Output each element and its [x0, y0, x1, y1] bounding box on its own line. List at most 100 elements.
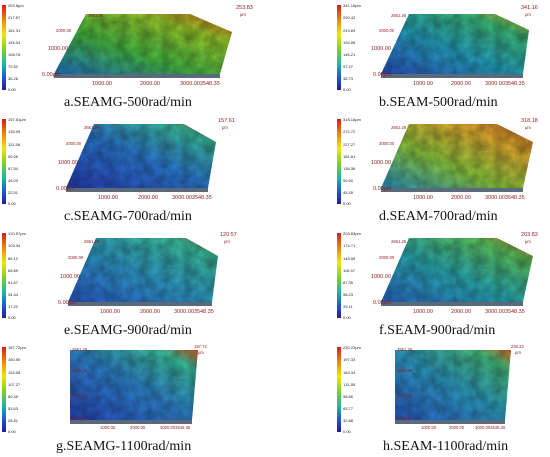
- axis-label: 1000.00: [413, 81, 433, 87]
- axis-label: 2000.00: [72, 368, 88, 373]
- scale-tick: 160.90: [8, 357, 21, 362]
- scale-tick: 86.12: [8, 256, 19, 261]
- axis-label: 3000.003548.35: [475, 425, 506, 430]
- scale-tick: 51.67: [8, 280, 19, 285]
- scale-tick: 45.45: [343, 190, 354, 195]
- axis-label: 2000.00: [451, 309, 471, 315]
- axis-label: 1000.00: [371, 160, 391, 166]
- scale-tick: 97.47: [343, 64, 354, 69]
- panel-h: 230.22μm 197.33 164.44 131.55 98.66 65.7…: [275, 342, 550, 457]
- panel-d: 318.18μm 272.72 227.27 181.81 136.36 90.…: [275, 114, 550, 228]
- scale-tick: 135.09: [8, 129, 21, 134]
- axis-label: 203.83: [521, 232, 538, 238]
- axis-label: 1000.00: [48, 46, 68, 52]
- scale-tick: 203.83μm: [343, 231, 361, 236]
- surface-map: [381, 14, 529, 78]
- color-scale-bar: [2, 5, 6, 90]
- scale-tick: 145.04: [8, 40, 21, 45]
- axis-label: 3000.003548.35: [174, 309, 214, 315]
- axis-label: 3000.003548.35: [160, 425, 191, 430]
- panel-caption: g.SEAMG-1100rad/min: [56, 439, 192, 454]
- scale-tick: 107.27: [8, 382, 21, 387]
- panel-g: 187.72μm 160.90 134.08 107.27 80.45 53.6…: [0, 342, 275, 457]
- axis-label: 2000.00: [138, 195, 158, 201]
- axis-label: 2000.00: [397, 368, 413, 373]
- scale-tick: 194.95: [343, 40, 356, 45]
- axis-label: 1000.00: [58, 160, 78, 166]
- panel-e: 120.57μm 103.34 86.12 68.89 51.67 34.44 …: [0, 228, 275, 342]
- panel-f: 203.83μm 174.71 145.59 116.47 87.35 58.2…: [275, 228, 550, 342]
- axis-label: μm: [224, 239, 230, 244]
- surface-map: [54, 14, 232, 78]
- axis-label: μm: [525, 239, 531, 244]
- axis-label: 2000.00: [56, 28, 72, 33]
- axis-label: 3000.003548.35: [485, 81, 525, 87]
- scale-tick: 72.52: [8, 64, 19, 69]
- scale-tick: 36.26: [8, 76, 19, 81]
- scale-tick: 53.63: [8, 406, 19, 411]
- scale-tick: 164.44: [343, 370, 356, 375]
- scale-tick: 48.73: [343, 76, 354, 81]
- scale-tick: 0.00: [343, 429, 351, 434]
- scale-tick: 131.55: [343, 382, 356, 387]
- scale-tick: 87.35: [343, 280, 354, 285]
- axis-label: 318.18: [521, 118, 538, 124]
- panel-caption: a.SEAMG-500rad/min: [64, 95, 192, 110]
- axis-label: 2661.26: [84, 239, 100, 244]
- scale-tick: 0.00: [8, 429, 16, 434]
- surface-map: [68, 238, 218, 306]
- axis-label: μm: [525, 12, 531, 17]
- axis-label: 2000.00: [130, 425, 146, 430]
- axis-label: 2000.00: [68, 255, 84, 260]
- panel-caption: h.SEAM-1100rad/min: [383, 439, 509, 454]
- axis-label: μm: [222, 125, 228, 130]
- axis-label: 1000.00: [60, 274, 80, 280]
- axis-label: 1000.00: [421, 425, 437, 430]
- scale-tick: 80.45: [8, 394, 19, 399]
- panel-a: 253.8μm 217.57 181.31 145.04 108.78 72.5…: [0, 0, 275, 114]
- panel-c: 157.61μm 135.09 112.58 90.06 67.54 45.03…: [0, 114, 275, 228]
- axis-label: 157.61: [218, 118, 235, 124]
- axis-label: 0.00μm: [373, 72, 392, 78]
- axis-label: 0.00μm: [58, 300, 77, 306]
- axis-label: 2661.26: [397, 347, 413, 352]
- axis-label: 3000.003548.35: [485, 195, 525, 201]
- axis-label: μm: [515, 350, 521, 355]
- axis-label: 1000.00: [100, 309, 120, 315]
- scale-tick: 318.18μm: [343, 117, 361, 122]
- axis-label: 0.00μm: [397, 416, 412, 421]
- axis-label: 120.57: [220, 232, 237, 238]
- axis-label: 1000.00: [413, 195, 433, 201]
- scale-tick: 157.61μm: [8, 117, 26, 122]
- scale-tick: 90.06: [8, 154, 19, 159]
- panel-caption: e.SEAMG-900rad/min: [64, 323, 192, 338]
- axis-label: 2661.26: [391, 239, 407, 244]
- axis-label: 2661.26: [391, 125, 407, 130]
- scale-tick: 0.00: [8, 315, 16, 320]
- scale-tick: 108.78: [8, 52, 21, 57]
- scale-tick: 90.90: [343, 178, 354, 183]
- scale-tick: 272.72: [343, 129, 356, 134]
- scale-tick: 181.31: [8, 28, 21, 33]
- scale-tick: 145.59: [343, 256, 356, 261]
- surface-map: [381, 124, 533, 192]
- scale-tick: 29.11: [343, 304, 353, 309]
- axis-label: 2661.26: [391, 13, 407, 18]
- axis-label: 3000.003548.35: [180, 81, 220, 87]
- scale-tick: 0.00: [8, 87, 16, 92]
- scale-tick: 17.22: [8, 304, 19, 309]
- axis-label: 1000.00: [397, 393, 413, 398]
- scale-tick: 134.08: [8, 370, 21, 375]
- axis-label: 230.22: [511, 344, 524, 349]
- scale-tick: 58.23: [343, 292, 354, 297]
- surface-map: [395, 350, 511, 424]
- scale-tick: 227.27: [343, 142, 356, 147]
- scale-tick: 292.42: [343, 15, 356, 20]
- scale-tick: 120.57μm: [8, 231, 26, 236]
- axis-label: 341.16: [521, 5, 538, 11]
- surface-map: [66, 124, 216, 192]
- scale-tick: 253.8μm: [8, 3, 24, 8]
- axis-label: 2000.00: [449, 425, 465, 430]
- color-scale-bar: [2, 347, 6, 432]
- axis-label: 2661.26: [72, 347, 88, 352]
